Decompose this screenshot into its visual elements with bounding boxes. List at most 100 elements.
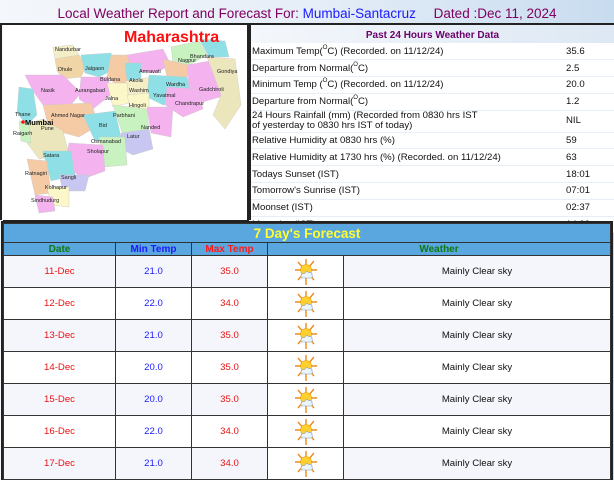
header-weather: Weather <box>267 242 611 256</box>
row-sunset: Todays Sunset (IST) 18:01 <box>251 165 614 184</box>
forecast-date: 16-Dec <box>3 415 116 448</box>
value-moonset: 02:37 <box>562 199 614 217</box>
svg-text:Ratnagiri: Ratnagiri <box>25 171 47 177</box>
forecast-icon-cell <box>267 319 344 352</box>
svg-text:Washim: Washim <box>129 88 149 94</box>
forecast-weather-text: Mainly Clear sky <box>343 351 611 384</box>
row-rainfall: 24 Hours Rainfall (mm) (Recorded from 08… <box>251 110 614 133</box>
forecast-title: 7 Day's Forecast <box>3 223 611 243</box>
partly-sunny-icon <box>294 386 317 413</box>
forecast-weather-text: Mainly Clear sky <box>343 383 611 416</box>
forecast-table: 7 Day's Forecast Date Min Temp Max Temp … <box>3 223 611 480</box>
partly-sunny-icon <box>294 322 317 349</box>
forecast-weather-text: Mainly Clear sky <box>343 255 611 288</box>
forecast-min-temp: 20.0 <box>115 351 192 384</box>
label-moonset: Moonset (IST) <box>251 199 562 217</box>
forecast-weather-text: Mainly Clear sky <box>343 319 611 352</box>
svg-text:Ahmed Nagar: Ahmed Nagar <box>51 113 85 119</box>
svg-text:Pune: Pune <box>41 126 54 132</box>
partly-sunny-icon <box>294 290 317 317</box>
svg-text:Parbhani: Parbhani <box>113 113 135 119</box>
partly-sunny-icon <box>294 418 317 445</box>
value-sunset: 18:01 <box>562 165 614 184</box>
forecast-max-temp: 35.0 <box>191 319 268 352</box>
past-24h-heading: Past 24 Hours Weather Data <box>365 30 500 41</box>
svg-text:Nandurbar: Nandurbar <box>55 47 81 53</box>
row-min-temp: Minimum Temp (OC) (Recorded. on 11/12/24… <box>251 76 614 94</box>
forecast-min-temp: 22.0 <box>115 415 192 448</box>
value-rainfall: NIL <box>562 110 614 133</box>
svg-text:Bid: Bid <box>99 123 107 129</box>
svg-text:Wardha: Wardha <box>166 82 186 88</box>
row-sunrise: Tomorrow's Sunrise (IST) 07:01 <box>251 182 614 200</box>
svg-text:Buldana: Buldana <box>100 77 121 83</box>
partly-sunny-icon <box>294 354 317 381</box>
svg-text:Chandrapur: Chandrapur <box>175 101 204 107</box>
svg-text:Sangli: Sangli <box>61 175 76 181</box>
svg-text:Amravati: Amravati <box>139 69 161 75</box>
forecast-max-temp: 34.0 <box>191 287 268 320</box>
partly-sunny-icon <box>294 450 317 477</box>
forecast-min-temp: 21.0 <box>115 447 192 480</box>
row-humidity-1730: Relative Humidity at 1730 hrs (%) (Recor… <box>251 148 614 167</box>
label-sunset: Todays Sunset (IST) <box>251 165 562 184</box>
partly-sunny-icon <box>294 258 317 285</box>
value-humidity-1730: 63 <box>562 148 614 167</box>
label-max-temp: Maximum Temp(OC) (Recorded. on 11/12/24) <box>251 43 562 61</box>
report-date: Dated :Dec 11, 2024 <box>433 6 557 21</box>
svg-text:Akola: Akola <box>129 78 144 84</box>
svg-text:Satara: Satara <box>43 153 60 159</box>
value-min-departure: 1.2 <box>562 93 614 111</box>
row-max-temp: Maximum Temp(OC) (Recorded. on 11/12/24)… <box>251 43 614 61</box>
svg-text:Gadchiroli: Gadchiroli <box>199 87 224 93</box>
past-24h-panel: Past 24 Hours Weather Data Maximum Temp(… <box>249 25 614 234</box>
forecast-date: 11-Dec <box>3 255 116 288</box>
header-date: Date <box>3 242 116 256</box>
map-title: Maharashtra <box>124 29 220 46</box>
forecast-icon-cell <box>267 351 344 384</box>
svg-text:Mumbai: Mumbai <box>25 118 53 127</box>
header-min-temp: Min Temp <box>115 242 192 256</box>
value-max-departure: 2.5 <box>562 59 614 78</box>
forecast-min-temp: 21.0 <box>115 255 192 288</box>
map-image: Nandurbar Dhule Jalgaon Buldana Amravati… <box>13 38 242 214</box>
header-max-temp: Max Temp <box>191 242 268 256</box>
forecast-header-row: Date Min Temp Max Temp Weather <box>3 242 611 256</box>
forecast-row: 15-Dec 20.0 35.0 Mainly Clear sky <box>3 383 611 416</box>
label-min-departure: Departure from Normal(OC) <box>251 93 562 111</box>
svg-text:Sholapur: Sholapur <box>87 149 109 155</box>
title-prefix: Local Weather Report and Forecast For: <box>57 6 299 21</box>
location-name: Mumbai-Santacruz <box>302 6 416 21</box>
forecast-row: 17-Dec 21.0 34.0 Mainly Clear sky <box>3 447 611 480</box>
forecast-weather-text: Mainly Clear sky <box>343 447 611 480</box>
forecast-weather-text: Mainly Clear sky <box>343 287 611 320</box>
row-moonset: Moonset (IST) 02:37 <box>251 199 614 217</box>
value-min-temp: 20.0 <box>562 76 614 94</box>
svg-text:Osmanabad: Osmanabad <box>91 139 121 145</box>
label-max-departure: Departure from Normal(OC) <box>251 59 562 78</box>
forecast-max-temp: 35.0 <box>191 383 268 416</box>
svg-text:Kolhapur: Kolhapur <box>45 185 67 191</box>
page-title: Local Weather Report and Forecast For: M… <box>0 6 614 21</box>
forecast-row: 13-Dec 21.0 35.0 Mainly Clear sky <box>3 319 611 352</box>
forecast-row: 16-Dec 22.0 34.0 Mainly Clear sky <box>3 415 611 448</box>
forecast-max-temp: 35.0 <box>191 255 268 288</box>
label-humidity-1730: Relative Humidity at 1730 hrs (%) (Recor… <box>251 148 562 167</box>
svg-text:Hingoli: Hingoli <box>129 103 146 109</box>
forecast-date: 13-Dec <box>3 319 116 352</box>
forecast-date: 15-Dec <box>3 383 116 416</box>
svg-text:Thane: Thane <box>15 112 31 118</box>
forecast-icon-cell <box>267 255 344 288</box>
svg-text:Gondiya: Gondiya <box>217 69 238 75</box>
row-humidity-0830: Relative Humidity at 0830 hrs (%) 59 <box>251 132 614 150</box>
row-min-departure: Departure from Normal(OC) 1.2 <box>251 93 614 111</box>
svg-text:Jalna: Jalna <box>105 96 119 102</box>
forecast-row: 12-Dec 22.0 34.0 Mainly Clear sky <box>3 287 611 320</box>
forecast-date: 14-Dec <box>3 351 116 384</box>
svg-text:Jalgaon: Jalgaon <box>85 66 104 72</box>
forecast-weather-text: Mainly Clear sky <box>343 415 611 448</box>
forecast-min-temp: 21.0 <box>115 319 192 352</box>
row-max-departure: Departure from Normal(OC) 2.5 <box>251 59 614 78</box>
forecast-min-temp: 20.0 <box>115 383 192 416</box>
